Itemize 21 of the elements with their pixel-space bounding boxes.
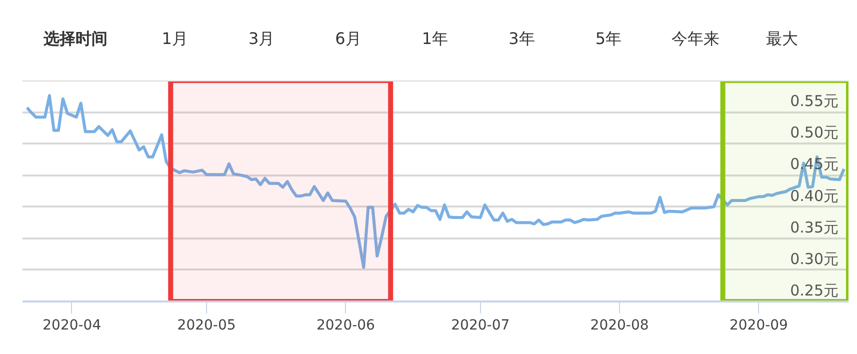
text: 今年来 (671, 29, 720, 48)
x-tick-label: 2020-04 (42, 318, 102, 334)
text: 最大 (766, 29, 798, 48)
chart-title: 选择时间 (42, 29, 108, 48)
text: 3月 (248, 29, 275, 48)
text: 1年 (422, 29, 448, 48)
text: 5年 (595, 29, 622, 48)
y-tick-label: 0.35元 (790, 218, 839, 236)
y-tick-label: 0.25元 (790, 282, 839, 300)
x-tick-label: 2020-08 (590, 318, 649, 334)
y-tick-label: 0.40元 (790, 186, 839, 205)
y-tick-label: 0.55元 (790, 92, 839, 110)
x-tick-label: 2020-07 (451, 318, 510, 334)
x-tick-label: 2020-06 (316, 318, 376, 334)
x-tick-label: 2020-09 (729, 318, 788, 334)
x-tick-label: 2020-05 (177, 318, 236, 334)
text: 6月 (335, 29, 362, 48)
text: 1月 (162, 29, 188, 48)
text: 3年 (508, 29, 535, 48)
y-tick-label: 0.30元 (790, 250, 839, 268)
y-tick-label: 0.50元 (790, 124, 839, 142)
